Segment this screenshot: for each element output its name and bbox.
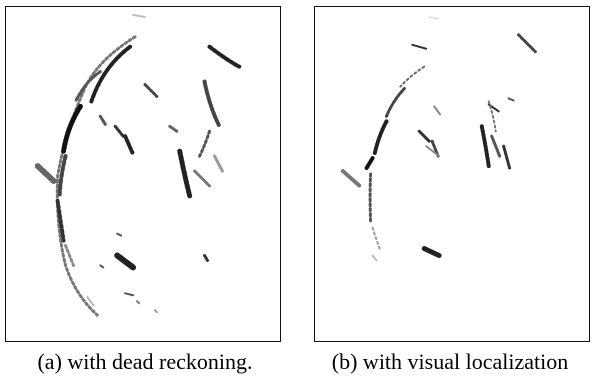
panel-dead-reckoning-map [5,6,281,342]
caption-panel-a: (a) with dead reckoning. [37,349,253,374]
occupancy-map-visual-localization [340,16,537,262]
panel-visual-localization-map [314,6,590,342]
caption-panel-b: (b) with visual localization [331,349,569,374]
occupancy-map-dead-reckoning [34,13,242,317]
